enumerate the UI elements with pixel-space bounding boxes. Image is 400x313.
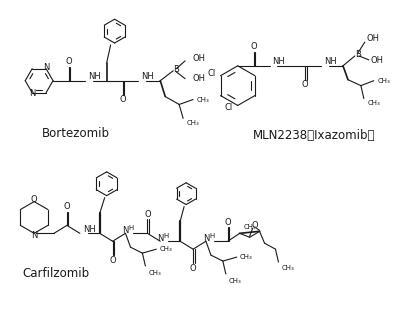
- Text: B: B: [173, 65, 179, 74]
- Text: N: N: [29, 89, 35, 98]
- Text: CH₃: CH₃: [282, 265, 294, 271]
- Text: CH₃: CH₃: [244, 224, 256, 230]
- Text: O: O: [224, 218, 231, 227]
- Text: OH: OH: [367, 33, 380, 43]
- Text: CH₃: CH₃: [229, 278, 242, 284]
- Text: O: O: [302, 80, 308, 89]
- Text: N: N: [157, 234, 164, 243]
- Text: O: O: [119, 95, 126, 104]
- Text: MLN2238（Ixazomib）: MLN2238（Ixazomib）: [253, 129, 376, 142]
- Text: O: O: [66, 57, 72, 66]
- Text: N: N: [122, 226, 129, 235]
- Text: Bortezomib: Bortezomib: [42, 127, 110, 140]
- Text: O: O: [251, 221, 258, 230]
- Text: O: O: [250, 43, 257, 51]
- Text: CH₃: CH₃: [378, 78, 390, 84]
- Text: Cl: Cl: [225, 103, 233, 112]
- Text: O: O: [31, 195, 38, 204]
- Text: O: O: [144, 210, 151, 219]
- Text: O: O: [190, 264, 196, 273]
- Text: CH₃: CH₃: [159, 246, 172, 252]
- Text: OH: OH: [192, 74, 205, 83]
- Text: N: N: [43, 63, 49, 72]
- Text: NH: NH: [142, 72, 154, 81]
- Text: NH: NH: [324, 57, 337, 66]
- Text: CH₃: CH₃: [187, 120, 200, 126]
- Text: B: B: [355, 50, 361, 59]
- Text: OH: OH: [192, 54, 205, 63]
- Text: Cl: Cl: [208, 69, 216, 78]
- Text: CH₃: CH₃: [368, 100, 380, 106]
- Text: NH: NH: [272, 57, 285, 66]
- Text: CH₃: CH₃: [240, 254, 252, 260]
- Text: H: H: [128, 225, 134, 231]
- Text: NH: NH: [88, 72, 100, 81]
- Text: N: N: [31, 231, 37, 240]
- Text: O: O: [109, 256, 116, 264]
- Text: N: N: [203, 234, 209, 243]
- Text: NH: NH: [83, 225, 96, 234]
- Text: H: H: [163, 233, 168, 239]
- Text: H: H: [209, 233, 214, 239]
- Text: CH₃: CH₃: [197, 96, 210, 103]
- Text: Carfilzomib: Carfilzomib: [22, 267, 90, 280]
- Text: O: O: [64, 202, 70, 211]
- Text: CH₃: CH₃: [148, 270, 161, 276]
- Text: OH: OH: [371, 56, 384, 65]
